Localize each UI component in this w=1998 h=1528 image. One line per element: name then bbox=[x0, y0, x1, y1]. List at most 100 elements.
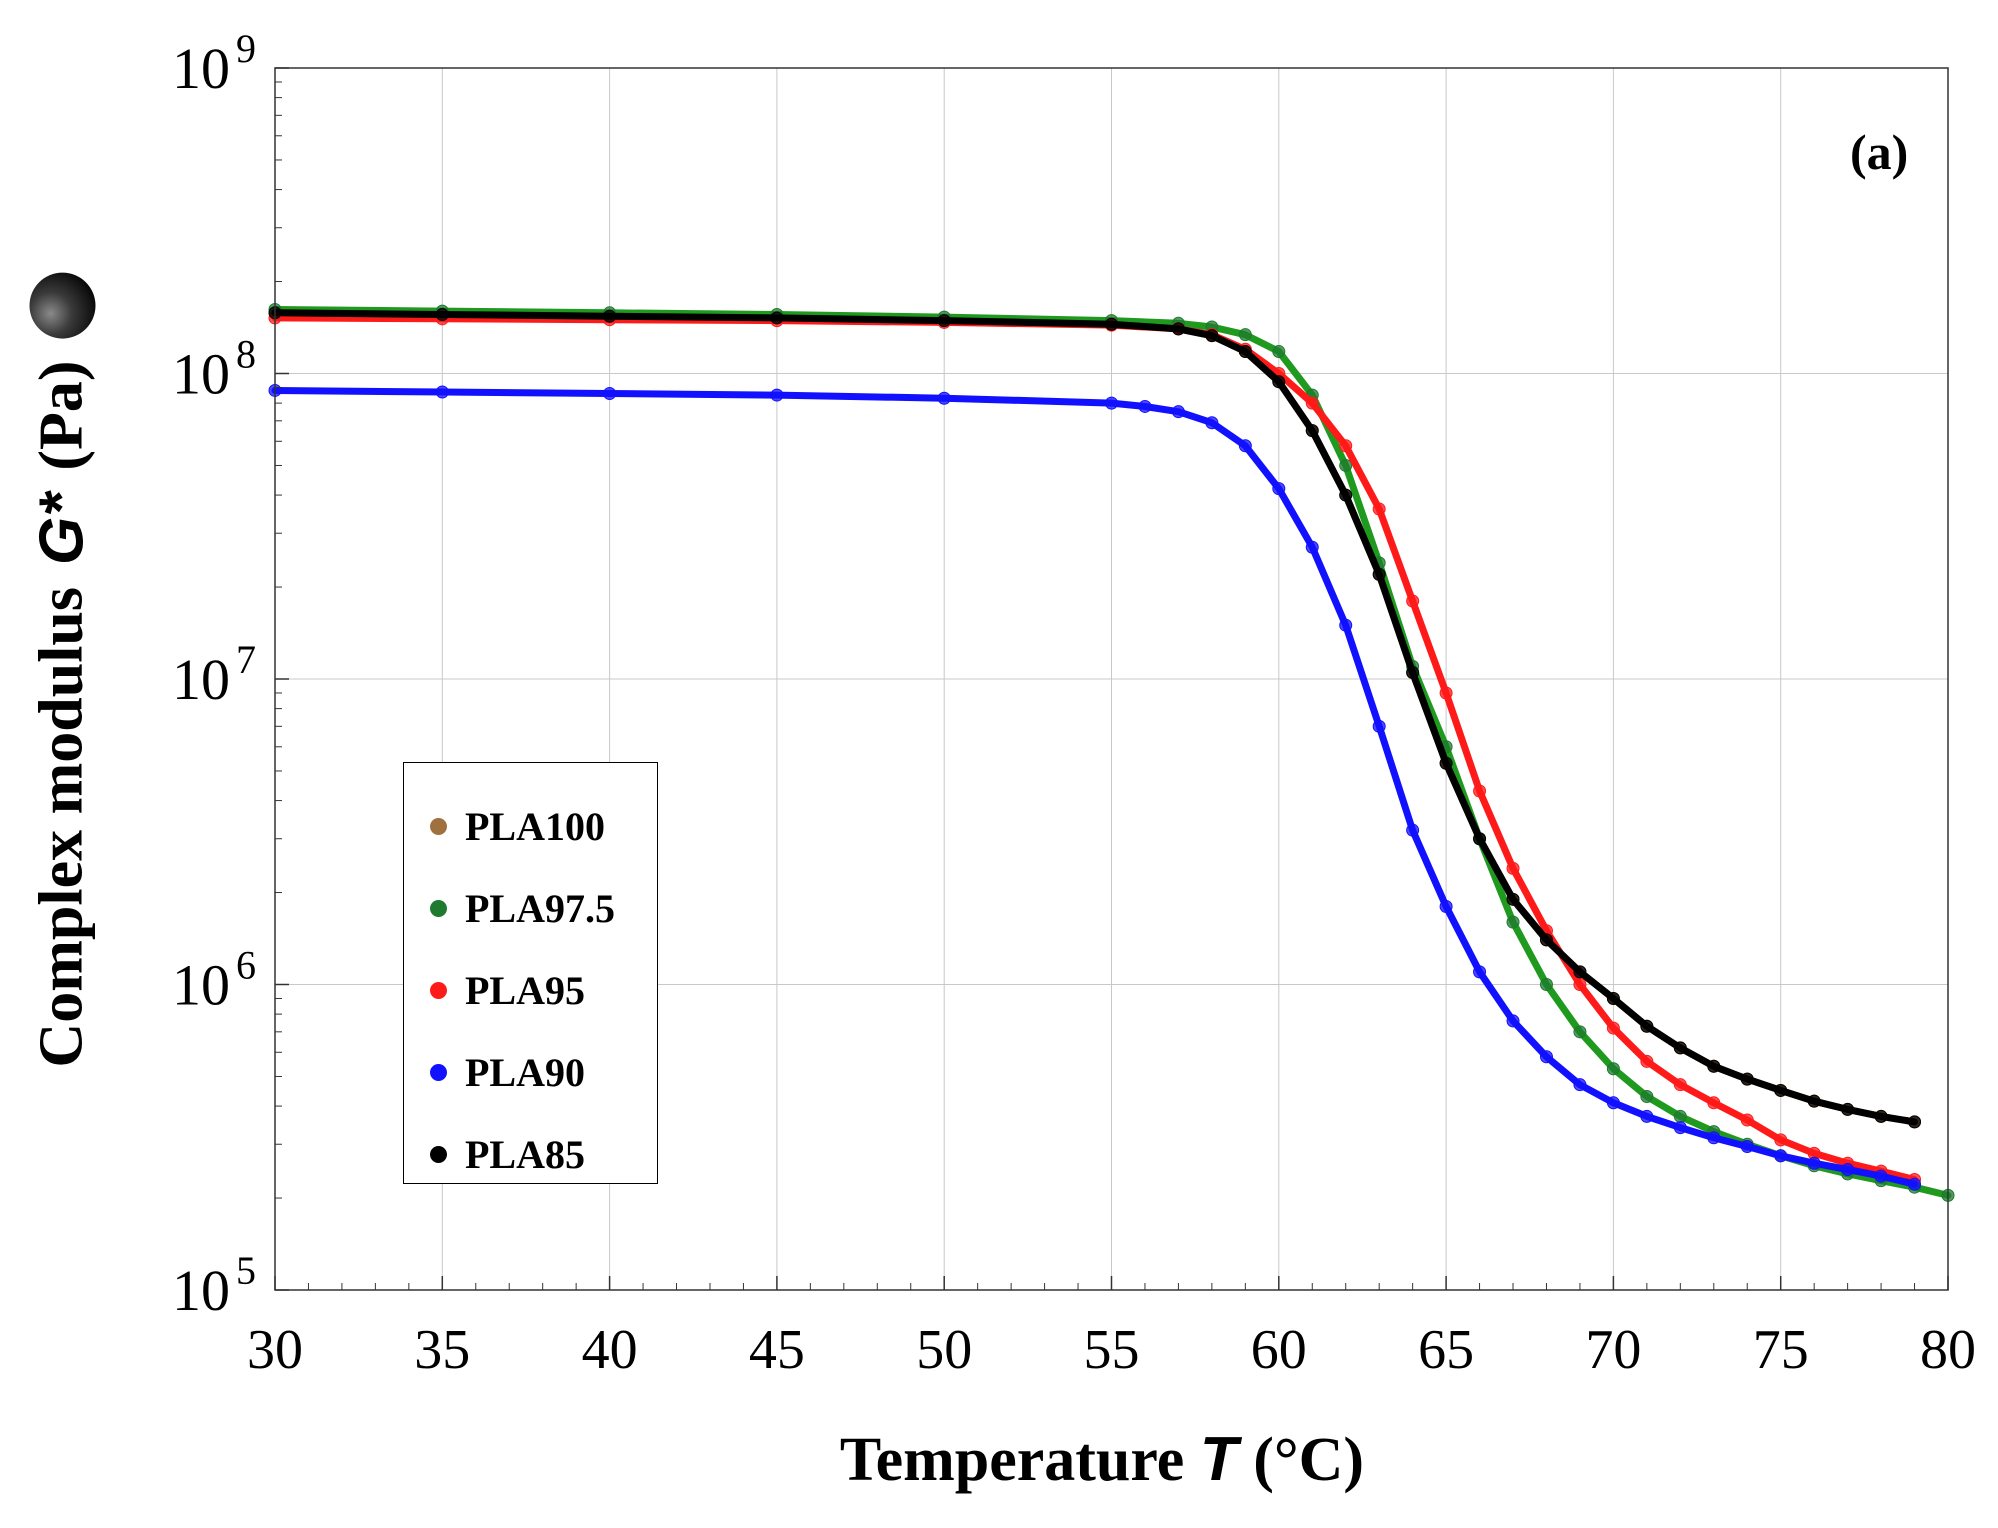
legend-label: PLA95 bbox=[465, 968, 585, 1013]
series-point-PLA95 bbox=[1640, 1054, 1654, 1068]
series-point-PLA95 bbox=[1372, 502, 1386, 516]
series-point-PLA85 bbox=[1171, 322, 1185, 336]
series-point-PLA85 bbox=[1439, 756, 1453, 770]
y-tick-label: 10 6 bbox=[172, 943, 256, 1018]
series-point-PLA90 bbox=[1439, 900, 1453, 914]
series-point-PLA95 bbox=[1473, 784, 1487, 798]
series-point-PLA85 bbox=[1473, 832, 1487, 846]
legend-item: PLA97.5 bbox=[430, 885, 615, 932]
series-point-PLA90 bbox=[1573, 1078, 1587, 1092]
x-axis-title-unit: (°C) bbox=[1253, 1426, 1365, 1494]
series-point-PLA85 bbox=[1841, 1102, 1855, 1116]
series-point-PLA95 bbox=[1740, 1113, 1754, 1127]
series-point-PLA90 bbox=[937, 391, 951, 405]
series-point-PLA95 bbox=[1506, 861, 1520, 875]
series-point-PLA90 bbox=[1707, 1131, 1721, 1145]
series-point-PLA95 bbox=[1406, 594, 1420, 608]
series-point-PLA85 bbox=[1874, 1109, 1888, 1123]
x-axis-title-symbol: T bbox=[1199, 1425, 1238, 1494]
series-point-PLA85 bbox=[1339, 488, 1353, 502]
series-point-PLA90 bbox=[1807, 1156, 1821, 1170]
series-point-PLA90 bbox=[1238, 439, 1252, 453]
y-axis-title-symbol: G* bbox=[27, 492, 97, 565]
series-point-PLA85 bbox=[1908, 1115, 1922, 1129]
legend-item: PLA100 bbox=[430, 803, 605, 850]
series-point-PLA90 bbox=[1740, 1139, 1754, 1153]
legend-marker bbox=[430, 982, 447, 999]
series-point-PLA85 bbox=[1506, 892, 1520, 906]
series-point-PLA97.5 bbox=[1640, 1089, 1654, 1103]
series-point-PLA85 bbox=[1105, 317, 1118, 331]
sphere-icon bbox=[29, 272, 95, 339]
series-point-PLA97.5 bbox=[1606, 1062, 1620, 1076]
series-point-PLA85 bbox=[1606, 991, 1620, 1005]
series-point-PLA90 bbox=[603, 387, 617, 401]
legend-marker bbox=[430, 900, 447, 917]
series-point-PLA95 bbox=[1774, 1133, 1788, 1147]
x-tick-label: 35 bbox=[414, 1319, 470, 1381]
series-point-PLA85 bbox=[1539, 933, 1553, 947]
series-point-PLA85 bbox=[1673, 1041, 1687, 1055]
series-point-PLA85 bbox=[603, 309, 617, 323]
series-point-PLA90 bbox=[1138, 399, 1152, 413]
legend-label: PLA90 bbox=[465, 1050, 585, 1095]
y-axis-title: Complex modulus G* (Pa) bbox=[27, 272, 98, 1068]
series-point-PLA95 bbox=[1305, 396, 1319, 410]
series-point-PLA85 bbox=[1406, 666, 1420, 680]
x-tick-label: 50 bbox=[916, 1319, 972, 1381]
series-point-PLA90 bbox=[1640, 1109, 1654, 1123]
panel-label: (a) bbox=[1850, 124, 1909, 180]
series-point-PLA85 bbox=[770, 311, 784, 325]
x-tick-label: 55 bbox=[1084, 1319, 1140, 1381]
legend-marker bbox=[430, 818, 447, 835]
series-group bbox=[268, 302, 1955, 1202]
series-point-PLA85 bbox=[1707, 1059, 1721, 1073]
series-point-PLA85 bbox=[1305, 424, 1319, 438]
legend-item: PLA90 bbox=[430, 1049, 585, 1096]
series-point-PLA85 bbox=[1740, 1072, 1754, 1086]
series-point-PLA90 bbox=[1506, 1014, 1520, 1028]
series-point-PLA90 bbox=[1841, 1162, 1855, 1176]
x-tick-label: 65 bbox=[1418, 1319, 1474, 1381]
series-point-PLA85 bbox=[1640, 1019, 1654, 1033]
y-axis-title-prefix: Complex modulus bbox=[27, 586, 96, 1068]
series-point-PLA95 bbox=[1439, 686, 1453, 700]
series-point-PLA85 bbox=[1272, 375, 1286, 389]
series-point-PLA85 bbox=[1205, 329, 1219, 343]
series-point-PLA97.5 bbox=[1573, 1025, 1587, 1039]
series-point-PLA95 bbox=[1573, 978, 1587, 991]
series-point-PLA90 bbox=[1272, 482, 1286, 496]
legend-marker bbox=[430, 1064, 447, 1081]
series-point-PLA85 bbox=[1238, 345, 1252, 359]
series-point-PLA97.5 bbox=[1238, 328, 1252, 342]
series-point-PLA95 bbox=[1707, 1096, 1721, 1110]
legend-marker bbox=[430, 1146, 447, 1163]
series-point-PLA97.5 bbox=[1673, 1109, 1687, 1123]
series-point-PLA95 bbox=[1606, 1021, 1620, 1035]
series-point-PLA90 bbox=[1606, 1096, 1620, 1110]
y-tick-label: 10 7 bbox=[172, 637, 256, 712]
series-point-PLA90 bbox=[1305, 540, 1319, 554]
x-tick-label: 80 bbox=[1920, 1319, 1976, 1381]
series-point-PLA90 bbox=[1406, 823, 1420, 837]
series-point-PLA97.5 bbox=[1272, 345, 1286, 359]
x-tick-label: 60 bbox=[1251, 1319, 1307, 1381]
series-point-PLA90 bbox=[1874, 1169, 1888, 1183]
x-tick-label: 30 bbox=[247, 1319, 303, 1381]
x-tick-label: 70 bbox=[1585, 1319, 1641, 1381]
series-point-PLA85 bbox=[1372, 567, 1386, 581]
series-point-PLA90 bbox=[1673, 1121, 1687, 1135]
series-point-PLA95 bbox=[1339, 439, 1353, 453]
x-tick-label: 75 bbox=[1753, 1319, 1809, 1381]
legend-label: PLA97.5 bbox=[465, 886, 615, 931]
series-point-PLA90 bbox=[1339, 618, 1353, 632]
x-tick-label: 40 bbox=[582, 1319, 638, 1381]
grid bbox=[275, 68, 1948, 1290]
series-point-PLA97.5 bbox=[1539, 978, 1553, 991]
series-point-PLA85 bbox=[1774, 1083, 1788, 1097]
x-axis-title-prefix: Temperature bbox=[839, 1426, 1185, 1494]
y-tick-label: 10 5 bbox=[172, 1248, 256, 1323]
series-point-PLA85 bbox=[937, 314, 951, 328]
